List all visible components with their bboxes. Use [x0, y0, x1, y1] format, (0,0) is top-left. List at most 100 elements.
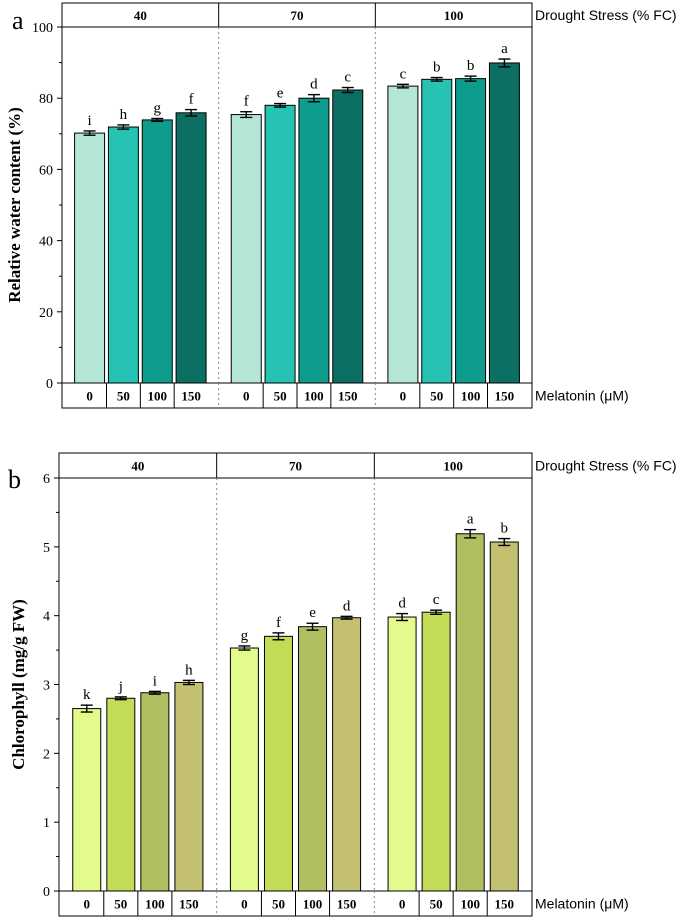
- melatonin-dose-label: 100: [461, 389, 481, 404]
- y-tick-label: 80: [39, 92, 53, 107]
- significance-letter: f: [276, 615, 281, 631]
- bar: [107, 126, 139, 384]
- melatonin-dose-label: 0: [400, 389, 407, 404]
- y-tick-label: 5: [43, 541, 50, 556]
- significance-letter: d: [310, 77, 318, 93]
- group-axis-title: Drought Stress (% FC): [535, 7, 677, 23]
- significance-letter: c: [344, 70, 351, 86]
- bar: [421, 78, 453, 384]
- bar: [72, 708, 102, 892]
- bar: [74, 132, 106, 384]
- group-axis-title: Drought Stress (% FC): [535, 458, 677, 474]
- group-header-label: 70: [291, 8, 304, 23]
- chart-panel-b: b 40 70 100 Drought Stress (% FC) 0 1 2 3 4 5 6 Chlo…: [8, 452, 677, 917]
- bar: [140, 692, 170, 892]
- bar: [387, 616, 417, 892]
- bar: [175, 112, 207, 384]
- significance-letter: f: [244, 94, 249, 110]
- y-tick-label: 6: [43, 472, 50, 487]
- significance-letter: e: [309, 605, 316, 621]
- y-tick-label: 20: [39, 306, 53, 321]
- panel-label: a: [12, 6, 24, 35]
- y-tick-label: 100: [32, 21, 53, 36]
- group-header-label: 40: [131, 459, 144, 474]
- melatonin-dose-label: 0: [243, 389, 250, 404]
- melatonin-dose-label: 50: [430, 389, 443, 404]
- melatonin-dose-label: 100: [303, 897, 323, 912]
- bar: [421, 611, 451, 892]
- bar: [264, 104, 296, 384]
- significance-letter: b: [501, 521, 509, 537]
- y-tick-label: 1: [43, 816, 50, 831]
- significance-letter: b: [433, 60, 441, 76]
- y-axis-title: Chlorophyll (mg/g FW): [9, 599, 28, 770]
- group-header-label: 70: [289, 459, 302, 474]
- melatonin-dose-label: 0: [241, 897, 248, 912]
- group-header-label: 100: [443, 459, 463, 474]
- bar: [174, 681, 204, 892]
- melatonin-dose-label: 150: [338, 389, 358, 404]
- melatonin-dose-label: 50: [117, 389, 130, 404]
- significance-letter: k: [83, 687, 91, 703]
- melatonin-dose-label: 150: [495, 897, 515, 912]
- melatonin-dose-label: 50: [272, 897, 285, 912]
- group-header-label: 40: [134, 8, 147, 23]
- bar: [455, 78, 487, 384]
- melatonin-dose-label: 50: [274, 389, 287, 404]
- y-tick-label: 0: [46, 377, 53, 392]
- melatonin-dose-label: 150: [181, 389, 201, 404]
- y-tick-label: 60: [39, 163, 53, 178]
- bar: [387, 85, 419, 384]
- bar: [298, 626, 328, 892]
- significance-letter: c: [400, 66, 407, 82]
- y-tick-label: 3: [43, 679, 50, 694]
- bar: [141, 119, 173, 384]
- melatonin-dose-label: 100: [460, 897, 480, 912]
- y-axis-title: Relative water content (%): [5, 107, 24, 303]
- significance-letter: h: [120, 107, 128, 123]
- melatonin-dose-label: 50: [114, 897, 127, 912]
- significance-letter: g: [241, 628, 249, 644]
- bar: [229, 647, 259, 892]
- significance-letter: a: [501, 41, 508, 57]
- significance-letter: i: [153, 673, 157, 689]
- y-tick-label: 2: [43, 747, 50, 762]
- melatonin-dose-label: 100: [148, 389, 168, 404]
- significance-letter: d: [343, 598, 351, 614]
- melatonin-dose-label: 150: [179, 897, 199, 912]
- panel-label: b: [8, 465, 21, 494]
- melatonin-dose-label: 50: [430, 897, 443, 912]
- bar: [488, 62, 520, 384]
- x-axis-title: Melatonin (μM): [535, 388, 629, 404]
- melatonin-dose-label: 100: [145, 897, 165, 912]
- y-tick-label: 0: [43, 885, 50, 900]
- melatonin-dose-label: 150: [337, 897, 357, 912]
- bar: [455, 533, 485, 892]
- bar: [230, 114, 262, 384]
- significance-letter: i: [87, 113, 91, 129]
- significance-letter: h: [185, 662, 193, 678]
- significance-letter: g: [154, 100, 162, 116]
- bar: [298, 97, 330, 384]
- bar: [106, 697, 136, 892]
- y-tick-label: 4: [43, 610, 50, 625]
- melatonin-dose-label: 100: [304, 389, 324, 404]
- melatonin-dose-label: 0: [86, 389, 93, 404]
- y-tick-label: 40: [39, 235, 53, 250]
- significance-letter: b: [467, 58, 475, 74]
- significance-letter: e: [277, 86, 284, 102]
- bar: [332, 89, 364, 384]
- significance-letter: j: [118, 679, 123, 695]
- significance-letter: d: [398, 596, 406, 612]
- x-axis-title: Melatonin (μM): [535, 896, 629, 912]
- melatonin-dose-label: 0: [399, 897, 406, 912]
- significance-letter: a: [467, 512, 474, 528]
- chart-panel-a: a 40 70 100 Drought Stress (% FC) 0 20 40 60 80 10…: [5, 2, 677, 409]
- melatonin-dose-label: 0: [83, 897, 90, 912]
- bar: [332, 617, 362, 892]
- bar: [263, 635, 293, 892]
- melatonin-dose-label: 150: [495, 389, 515, 404]
- significance-letter: c: [433, 592, 440, 608]
- significance-letter: f: [189, 92, 194, 108]
